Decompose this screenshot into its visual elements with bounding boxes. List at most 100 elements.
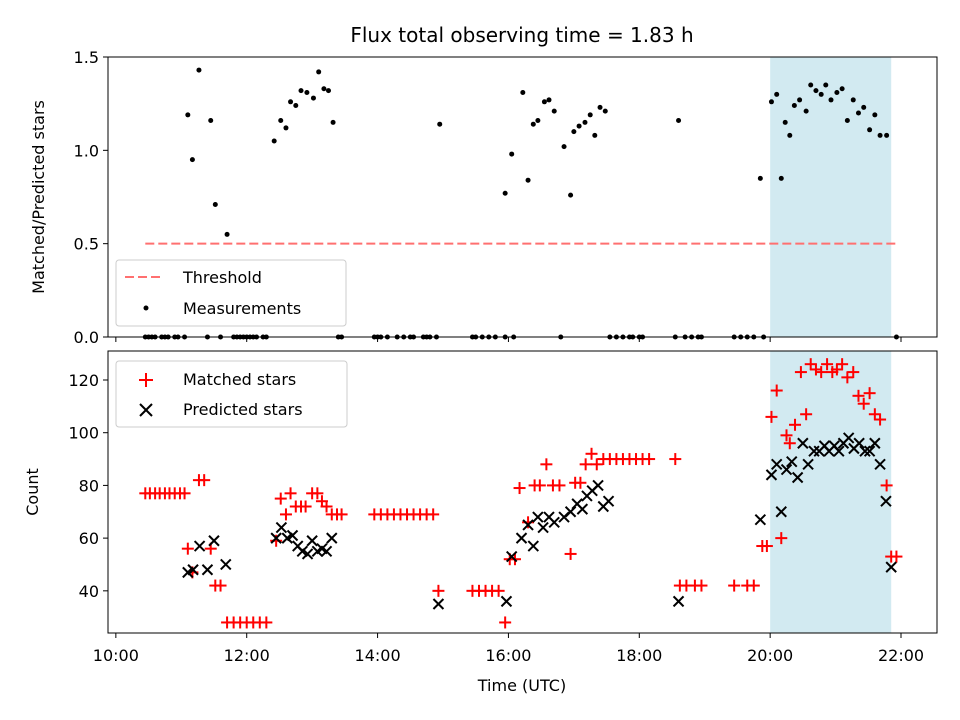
bottom-y-tick-label: 80 — [79, 476, 99, 495]
matched-star-point — [815, 366, 828, 379]
measurement-point — [757, 175, 763, 181]
measurement-point — [509, 151, 515, 157]
bottom-y-tick-label: 60 — [79, 529, 99, 548]
measurement-point — [304, 89, 310, 95]
measurement-point — [834, 89, 840, 95]
predicted-stars-legend-swatch — [139, 403, 153, 417]
predicted-star-point — [842, 432, 855, 444]
predicted-star-point — [791, 471, 804, 484]
bottom-legend: Matched stars Predicted stars — [115, 360, 348, 428]
predicted-star-point — [797, 437, 809, 449]
measurement-point — [884, 132, 890, 138]
matched-star-point — [775, 532, 788, 545]
matched-star-point — [432, 584, 445, 597]
predicted-star-point — [672, 595, 685, 608]
measurement-point — [778, 175, 784, 181]
measurement-point — [582, 119, 588, 125]
measurement-point — [561, 144, 567, 150]
x-tick-label: 18:00 — [616, 646, 662, 665]
matched-star-point — [804, 358, 817, 371]
predicted-star-point — [880, 495, 892, 507]
matched-star-point — [274, 492, 287, 505]
measurement-point — [797, 97, 803, 103]
matched-star-point — [311, 487, 324, 500]
measurement-point — [546, 97, 552, 103]
predicted-star-point — [320, 545, 333, 558]
predicted-star-point — [515, 532, 528, 544]
matched-star-point — [181, 542, 194, 555]
measurement-point — [525, 177, 531, 183]
measurement-point — [828, 97, 834, 103]
predicted-star-point — [853, 437, 865, 449]
top-y-tick-label: 1.5 — [74, 48, 99, 67]
measurement-point — [813, 88, 819, 94]
matched-star-point — [830, 363, 843, 376]
measurement-point — [872, 112, 878, 118]
bottom-y-tick-label: 120 — [68, 371, 99, 390]
matched-star-point — [783, 437, 796, 450]
top-y-tick-label: 1.0 — [74, 141, 99, 160]
measurement-point — [787, 132, 793, 138]
predicted-star-point — [885, 561, 897, 573]
measurement-point — [576, 123, 582, 129]
x-tick-label: 14:00 — [355, 646, 401, 665]
measurement-point — [568, 192, 574, 198]
measurements-legend-swatch — [143, 305, 149, 311]
measurement-point — [803, 108, 809, 114]
predicted-star-point — [592, 479, 604, 492]
measurement-point — [224, 231, 230, 237]
top-legend-box — [115, 259, 347, 327]
measurement-point — [535, 117, 541, 123]
matched-star-point — [335, 508, 348, 521]
predicted-star-point — [780, 463, 793, 476]
measurement-point — [782, 119, 788, 125]
matched-star-point — [841, 371, 854, 384]
measurement-point — [520, 89, 526, 95]
measurement-point — [278, 117, 284, 123]
measurement-point — [877, 132, 883, 138]
top-y-tick-label: 0.5 — [74, 235, 99, 254]
predicted-star-point — [537, 521, 549, 534]
top-highlight-span — [770, 57, 892, 337]
predicted-star-point — [301, 548, 314, 560]
top-x-ticks — [115, 337, 902, 342]
measurement-point — [330, 119, 336, 125]
measurement-point — [288, 99, 294, 105]
matched-stars-legend-label: Matched stars — [183, 370, 296, 389]
predicted-star-point — [548, 516, 560, 529]
matched-star-point — [847, 366, 860, 379]
x-tick-label: 16:00 — [485, 646, 531, 665]
measurement-point — [867, 127, 873, 133]
predicted-star-point — [602, 495, 615, 507]
measurement-point — [271, 138, 277, 144]
measurement-point — [855, 110, 861, 116]
predicted-star-point — [432, 598, 445, 610]
matched-stars-points — [139, 358, 903, 629]
matched-star-point — [857, 397, 870, 410]
matched-star-point — [821, 358, 834, 371]
matched-star-point — [299, 500, 312, 513]
matched-star-point — [579, 458, 592, 471]
measurement-point — [774, 91, 780, 97]
measurement-point — [861, 104, 867, 110]
predicted-star-point — [576, 503, 589, 515]
matched-star-point — [574, 476, 587, 489]
predicted-stars-points — [182, 432, 897, 610]
measurement-point — [316, 69, 322, 75]
matched-star-point — [863, 387, 876, 400]
matched-star-point — [800, 408, 813, 421]
predicted-star-point — [874, 458, 886, 471]
matched-star-point — [789, 418, 802, 431]
measurement-point — [189, 157, 195, 163]
predicted-star-point — [275, 521, 288, 534]
predicted-star-point — [775, 506, 787, 518]
matched-stars-legend-swatch — [139, 373, 153, 387]
measurement-point — [502, 190, 508, 196]
predicted-star-point — [869, 437, 881, 449]
matched-star-point — [279, 508, 292, 521]
predicted-star-point — [522, 519, 534, 531]
predicted-star-point — [270, 532, 282, 544]
predicted-star-point — [286, 529, 299, 542]
matched-star-point — [852, 389, 865, 402]
